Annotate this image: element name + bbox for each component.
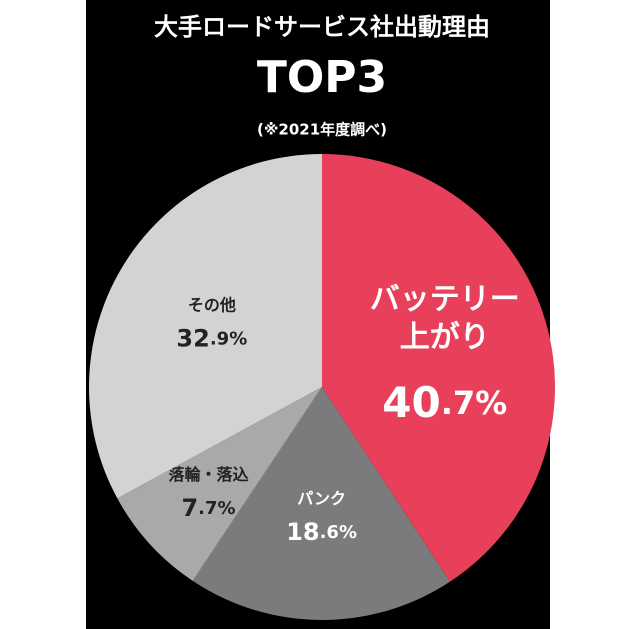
value-label: 18.6% xyxy=(286,518,357,546)
value-label: 32.9% xyxy=(176,325,247,353)
value-label: 7.7% xyxy=(181,494,235,522)
pie-slice xyxy=(89,154,322,499)
pie-slice xyxy=(192,387,451,620)
slice-label: バッテリー上がり xyxy=(370,282,520,355)
pie-slice xyxy=(117,387,322,581)
slice-label: その他 xyxy=(188,295,236,314)
pie-slice xyxy=(322,154,555,582)
slice-label: 落輪・落込 xyxy=(168,464,248,483)
value-label: 40.7% xyxy=(382,378,507,427)
chart-subtitle: (※2021年度調べ) xyxy=(257,121,387,139)
slice-label: パンク xyxy=(297,489,346,508)
chart-title: 大手ロードサービス社出動理由 TOP3 xyxy=(154,13,490,103)
